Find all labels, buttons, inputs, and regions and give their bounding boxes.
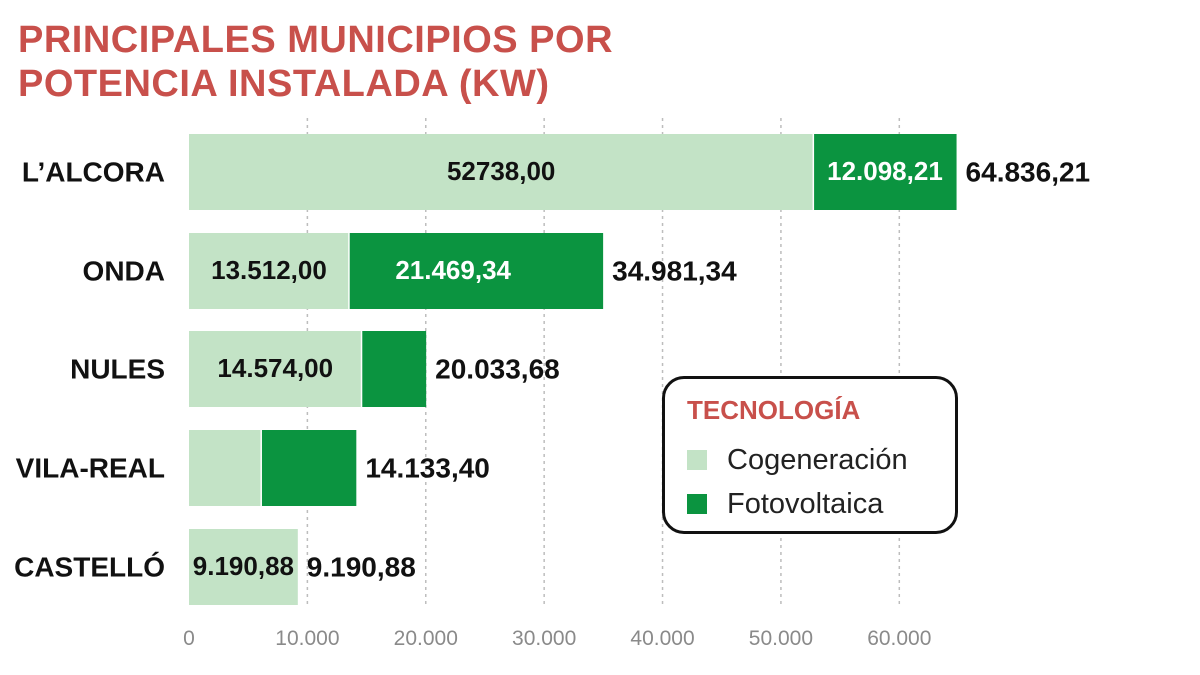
chart-title: PRINCIPALES MUNICIPIOS POR POTENCIA INST… [18,19,614,105]
bar-segment-cogeneracion [189,529,298,605]
legend-swatch-cogeneracion [687,450,707,470]
total-value-label: 9.190,88 [307,551,416,582]
category-label: VILA-REAL [16,452,165,483]
category-label: L’ALCORA [22,156,165,187]
bar-segment-cogeneracion [189,430,262,506]
x-tick-label: 40.000 [630,627,694,650]
x-axis-ticks: 0 10.000 20.000 30.000 40.000 50.000 60.000 [183,627,931,650]
bar-segment-cogeneracion [189,134,814,210]
category-label: CASTELLÓ [14,551,165,582]
total-value-label: 14.133,40 [365,452,490,483]
x-tick-label: 20.000 [394,627,458,650]
legend-label-fotovoltaica: Fotovoltaica [727,487,884,520]
segment-value-label: 21.469,34 [395,255,511,285]
segment-value-label: 52738,00 [447,156,555,186]
bar-segment-fotovoltaica [261,430,357,506]
category-label: ONDA [83,255,165,286]
bar-segment-fotovoltaica [348,233,604,309]
x-tick-label: 30.000 [512,627,576,650]
bar-segment-cogeneracion [189,331,362,407]
total-value-label: 34.981,34 [612,255,737,286]
segment-value-label: 13.512,00 [211,255,327,285]
x-tick-label: 0 [183,627,195,650]
category-labels: L’ALCORA ONDA NULES VILA-REAL CASTELLÓ [14,156,165,582]
segment-value-label: 14.574,00 [217,353,333,383]
x-tick-label: 10.000 [275,627,339,650]
legend-title: TECNOLOGÍA [687,395,861,425]
segment-value-label: 12.098,21 [827,156,943,186]
legend-item-cogeneracion: Cogeneración [687,443,908,476]
bar-segment-fotovoltaica [361,331,427,407]
total-value-label: 20.033,68 [435,353,560,384]
x-tick-label: 50.000 [749,627,813,650]
legend: TECNOLOGÍA Cogeneración Fotovoltaica [662,376,958,534]
legend-label-cogeneracion: Cogeneración [727,443,908,476]
bar-segment-fotovoltaica [813,134,957,210]
bar-segment-cogeneracion [189,233,349,309]
legend-item-fotovoltaica: Fotovoltaica [687,487,884,520]
bars: 52738,00 12.098,21 64.836,21 13.512,00 21.46… [189,134,1090,605]
segment-value-label: 9.190,88 [193,551,294,581]
category-label: NULES [70,353,165,384]
total-value-label: 64.836,21 [966,156,1091,187]
x-tick-label: 60.000 [867,627,931,650]
legend-swatch-fotovoltaica [687,494,707,514]
